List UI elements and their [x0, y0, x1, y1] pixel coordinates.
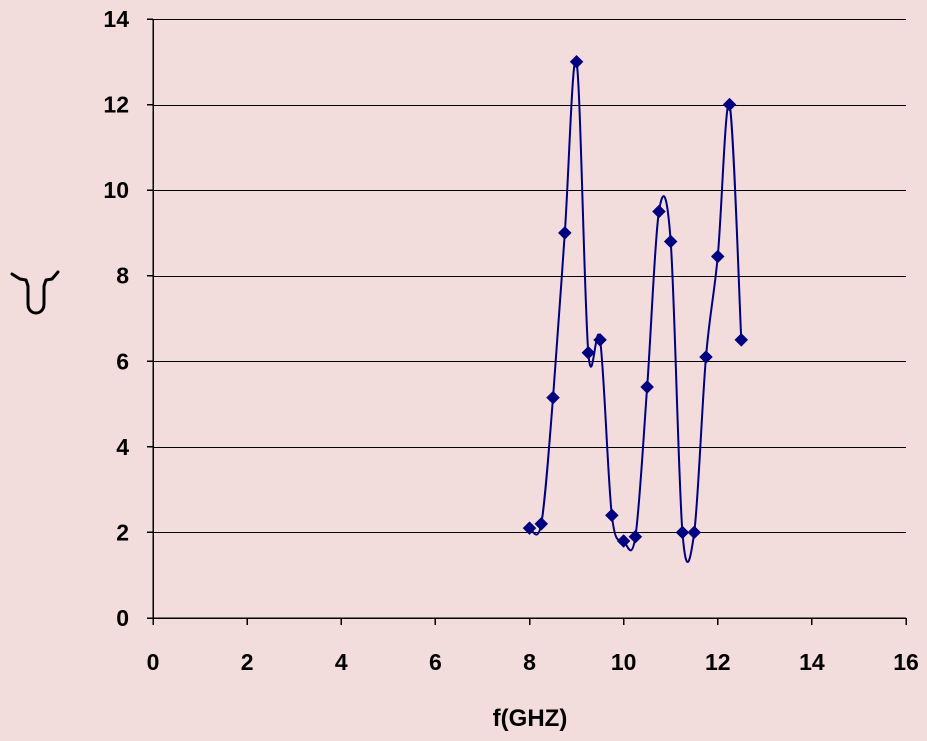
x-tick-label: 4 — [335, 649, 348, 675]
y-tick-label: 6 — [116, 348, 129, 374]
data-point-marker — [534, 517, 549, 531]
data-point-marker — [687, 525, 702, 540]
data-point-marker — [628, 529, 643, 544]
data-point-marker — [663, 234, 678, 249]
data-point-marker — [722, 97, 737, 112]
y-tick-label: 0 — [116, 605, 129, 631]
data-point-marker — [616, 534, 631, 548]
x-tick-label: 8 — [523, 649, 536, 675]
y-tick-label: 12 — [103, 92, 129, 118]
data-point-marker — [640, 380, 655, 394]
series — [522, 54, 749, 563]
data-point-marker — [652, 204, 666, 219]
x-tick-label: 6 — [429, 649, 442, 675]
y-tick-label: 14 — [103, 6, 129, 32]
data-point-marker — [593, 333, 607, 347]
data-point-marker — [569, 54, 584, 69]
x-axis-title: f(GHZ) — [493, 705, 568, 732]
x-tick-label: 16 — [893, 649, 919, 675]
data-point-marker — [557, 226, 572, 240]
series-line — [528, 58, 743, 563]
y-tick-label: 4 — [116, 434, 129, 460]
y-axis-symbol-icon — [10, 270, 60, 315]
data-point-marker — [710, 249, 725, 264]
data-point-marker — [546, 390, 560, 405]
x-tick-label: 2 — [241, 649, 254, 675]
x-tick-label: 0 — [147, 649, 160, 675]
gridlines — [153, 19, 906, 533]
y-tick-label: 10 — [103, 177, 129, 203]
x-tick-label: 14 — [799, 649, 825, 675]
data-point-marker — [581, 345, 596, 360]
data-point-marker — [605, 508, 619, 523]
data-point-marker — [734, 333, 749, 347]
tick-labels: 0 2 4 6 8 10 12 14 0 2 4 6 8 10 12 14 16 — [103, 6, 918, 675]
y-axis-label — [10, 270, 60, 315]
data-point-marker — [522, 521, 537, 536]
y-tick-label: 8 — [116, 263, 129, 289]
data-point-marker — [675, 525, 690, 540]
data-point-marker — [699, 350, 713, 364]
y-tick-label: 2 — [116, 519, 129, 545]
x-tick-label: 10 — [611, 649, 637, 675]
x-tick-label: 12 — [705, 649, 731, 675]
